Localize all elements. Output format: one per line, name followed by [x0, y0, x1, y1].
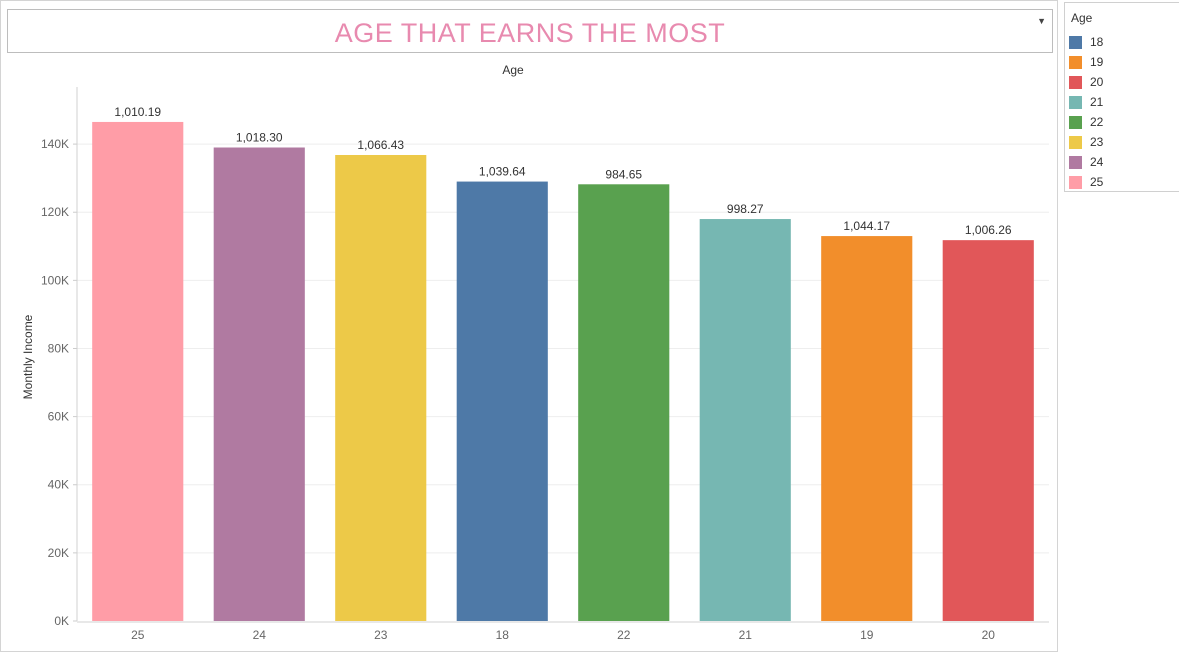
- y-tick-label: 120K: [41, 205, 69, 219]
- legend-swatch: [1069, 35, 1082, 49]
- chart-title: AGE THAT EARNS THE MOST: [334, 18, 726, 48]
- x-tick-label-19: 19: [860, 628, 874, 642]
- top-header-label: Age: [502, 63, 524, 77]
- x-tick-label-22: 22: [617, 628, 631, 642]
- x-tick-label-25: 25: [131, 628, 145, 642]
- legend-label: 23: [1090, 135, 1104, 149]
- bar-20: [942, 240, 1034, 622]
- y-tick-label: 20K: [48, 546, 69, 560]
- bar-18: [456, 181, 548, 621]
- y-axis-title: Monthly Income: [21, 314, 35, 399]
- dashboard-sheet: AGE THAT EARNS THE MOST ▼ Age Monthly Inc…: [0, 0, 1058, 652]
- legend-item-21[interactable]: 21: [1069, 92, 1103, 112]
- bar-21: [699, 219, 791, 622]
- data-label-24: 1,018.30: [236, 131, 283, 145]
- x-tick-label-20: 20: [982, 628, 996, 642]
- legend-swatch: [1069, 175, 1082, 189]
- legend-swatch: [1069, 155, 1082, 169]
- x-tick-label-18: 18: [496, 628, 510, 642]
- y-tick-label: 80K: [48, 341, 69, 355]
- legend-label: 24: [1090, 155, 1104, 169]
- legend-item-23[interactable]: 23: [1069, 132, 1103, 152]
- x-tick-label-23: 23: [374, 628, 388, 642]
- legend-swatch: [1069, 95, 1082, 109]
- data-label-20: 1,006.26: [965, 223, 1012, 237]
- legend-item-18[interactable]: 18: [1069, 32, 1103, 52]
- legend-item-25[interactable]: 25: [1069, 172, 1103, 192]
- color-legend: Age 18 19 20 21 22 23 24 25: [1064, 2, 1179, 192]
- y-tick-label: 40K: [48, 478, 69, 492]
- legend-swatch: [1069, 115, 1082, 129]
- y-tick-label: 140K: [41, 137, 69, 151]
- y-tick-label: 0K: [54, 614, 69, 628]
- legend-item-22[interactable]: 22: [1069, 112, 1103, 132]
- x-tick-label-21: 21: [739, 628, 753, 642]
- legend-label: 18: [1090, 35, 1104, 49]
- legend-label: 21: [1090, 95, 1104, 109]
- data-label-25: 1,010.19: [114, 105, 161, 119]
- data-label-23: 1,066.43: [357, 138, 404, 152]
- legend-swatch: [1069, 75, 1082, 89]
- legend-swatch: [1069, 55, 1082, 69]
- legend-item-24[interactable]: 24: [1069, 152, 1103, 172]
- legend-swatch: [1069, 135, 1082, 149]
- x-tick-label-24: 24: [253, 628, 267, 642]
- title-box: AGE THAT EARNS THE MOST ▼: [7, 9, 1053, 53]
- bar-25: [92, 121, 184, 622]
- legend-label: 22: [1090, 115, 1104, 129]
- y-tick-label: 60K: [48, 410, 69, 424]
- y-tick-label: 100K: [41, 273, 69, 287]
- legend-title: Age: [1071, 11, 1093, 25]
- data-label-22: 984.65: [605, 167, 642, 181]
- bar-22: [578, 184, 670, 621]
- legend-label: 25: [1090, 175, 1104, 189]
- bar-24: [213, 147, 305, 621]
- legend-label: 19: [1090, 55, 1104, 69]
- bar-23: [335, 154, 427, 621]
- data-label-18: 1,039.64: [479, 165, 526, 179]
- data-label-21: 998.27: [727, 202, 764, 216]
- legend-item-19[interactable]: 19: [1069, 52, 1103, 72]
- dropdown-arrow-icon[interactable]: ▼: [1037, 16, 1046, 26]
- bar-19: [821, 236, 913, 621]
- legend-item-20[interactable]: 20: [1069, 72, 1103, 92]
- bar-chart: Age Monthly Income 0K 20K 40K 60K 80K 100K 120K 1…: [21, 63, 1049, 642]
- data-label-19: 1,044.17: [843, 219, 890, 233]
- legend-label: 20: [1090, 75, 1104, 89]
